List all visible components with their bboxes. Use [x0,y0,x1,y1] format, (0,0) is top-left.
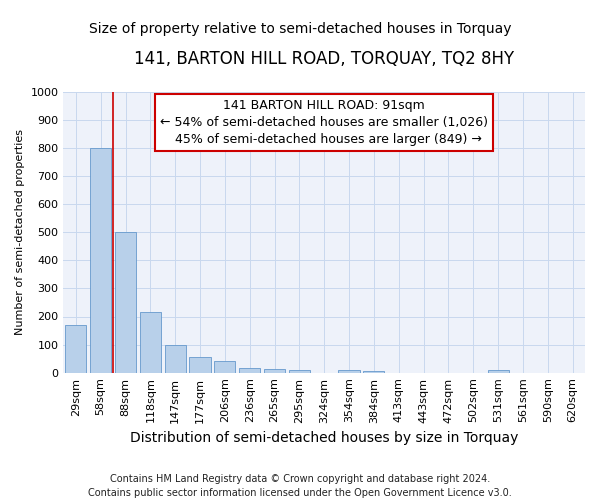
Bar [90,148,111,372]
Bar [289,370,310,372]
Title: 141, BARTON HILL ROAD, TORQUAY, TQ2 8HY: 141, BARTON HILL ROAD, TORQUAY, TQ2 8HY [134,50,514,68]
Bar [140,312,161,372]
Bar [65,325,86,372]
Bar [364,370,385,372]
Bar [115,232,136,372]
Text: Size of property relative to semi-detached houses in Torquay: Size of property relative to semi-detach… [89,22,511,36]
Bar [214,362,235,372]
Y-axis label: Number of semi-detached properties: Number of semi-detached properties [15,129,25,335]
Bar [190,357,211,372]
Bar [338,370,359,372]
Bar [264,370,285,372]
X-axis label: Distribution of semi-detached houses by size in Torquay: Distribution of semi-detached houses by … [130,431,518,445]
Bar [164,344,186,372]
Text: Contains HM Land Registry data © Crown copyright and database right 2024.
Contai: Contains HM Land Registry data © Crown c… [88,474,512,498]
Bar [239,368,260,372]
Text: 141 BARTON HILL ROAD: 91sqm
← 54% of semi-detached houses are smaller (1,026)
  : 141 BARTON HILL ROAD: 91sqm ← 54% of sem… [160,99,488,146]
Bar [488,370,509,372]
